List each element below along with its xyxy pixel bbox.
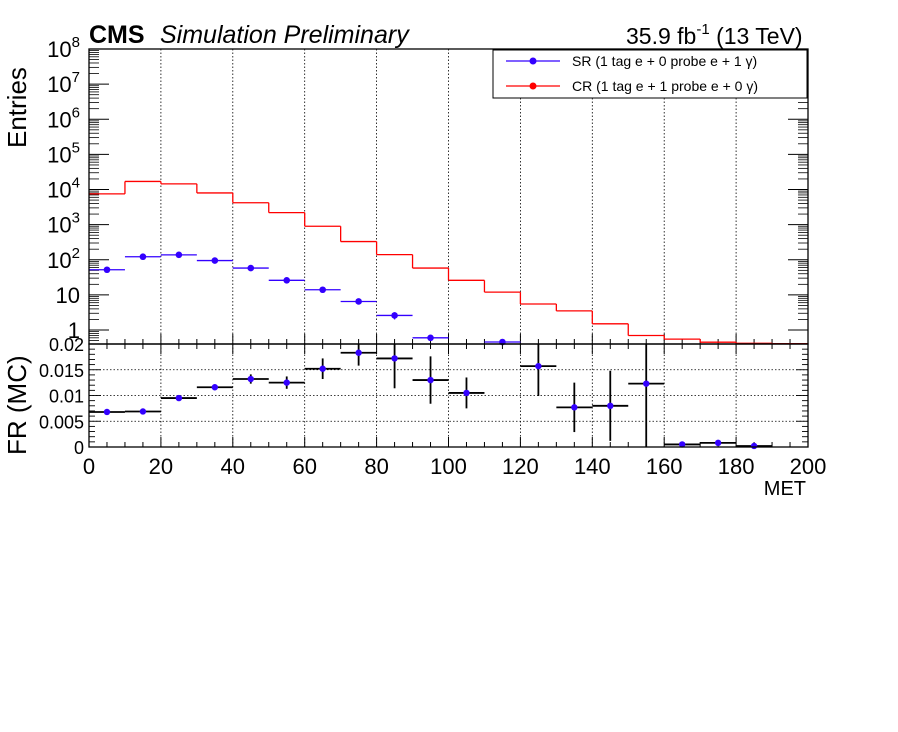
sr-point xyxy=(211,257,219,264)
lumi-label: 35.9 fb-1 (13 TeV) xyxy=(626,21,803,49)
ratio-point xyxy=(175,394,183,402)
lower-y-tick-label: 0.005 xyxy=(39,412,84,432)
upper-y-tick-label: 107 xyxy=(47,69,80,97)
legend-cr-marker xyxy=(529,82,537,90)
ratio-point xyxy=(283,379,290,386)
upper-y-tick-labels: 1 10 102 103 104 105 106 107 108 xyxy=(47,34,80,343)
lower-y-tick-label: 0.015 xyxy=(39,361,84,381)
sr-point xyxy=(139,253,147,261)
ratio-point xyxy=(211,384,219,391)
ratio-point xyxy=(714,439,722,447)
x-axis-title: MET xyxy=(764,478,806,500)
x-tick-label: 0 xyxy=(83,454,95,479)
upper-y-axis-title: Entries xyxy=(2,67,32,148)
ratio-point xyxy=(247,375,254,383)
legend-sr-marker xyxy=(529,57,537,65)
upper-y-tick-label: 104 xyxy=(47,175,80,203)
sr-point xyxy=(283,277,291,284)
x-tick-label: 60 xyxy=(292,454,316,479)
lower-y-tick-labels: 0 0.005 0.01 0.015 0.02 xyxy=(39,335,84,458)
upper-y-tick-label: 1 xyxy=(68,318,80,343)
sr-point xyxy=(103,266,111,274)
sr-point xyxy=(355,298,362,305)
lower-grid xyxy=(89,344,808,447)
ratio-point xyxy=(678,441,686,448)
lower-y-tick-label: 0.01 xyxy=(49,387,84,407)
upper-y-tick-label: 102 xyxy=(47,245,80,273)
lower-frame xyxy=(88,343,809,448)
lower-y-tick-label: 0.02 xyxy=(49,335,84,355)
ratio-point xyxy=(643,380,650,387)
lower-y-tick-label: 0 xyxy=(74,438,84,458)
sr-point xyxy=(319,286,326,294)
experiment-label: CMS xyxy=(89,21,145,49)
ratio-point xyxy=(607,402,614,409)
sr-point xyxy=(427,334,434,342)
x-tick-label: 80 xyxy=(364,454,388,479)
sr-point xyxy=(175,251,183,259)
ratio-point xyxy=(391,355,398,362)
upper-y-tick-label: 105 xyxy=(47,139,80,167)
x-tick-labels: 0 20 40 60 80 100 120 140 160 180 200 xyxy=(83,454,826,479)
legend: SR (1 tag e + 0 probe e + 1 γ) CR (1 tag… xyxy=(492,49,808,99)
x-tick-label: 200 xyxy=(790,454,827,479)
x-tick-label: 160 xyxy=(646,454,683,479)
lower-panel: 0 0.005 0.01 0.015 0.02 0 20 40 60 80 100 120 140 16… xyxy=(2,335,826,500)
upper-y-tick-label: 103 xyxy=(47,210,80,238)
legend-box xyxy=(492,49,808,99)
ratio-point xyxy=(571,404,578,411)
sr-point xyxy=(247,264,255,272)
sr-point xyxy=(391,312,398,319)
ratio-point xyxy=(319,365,326,372)
lower-y-axis-title: FR (MC) xyxy=(2,355,32,455)
legend-sr-label: SR (1 tag e + 0 probe e + 1 γ) xyxy=(572,53,757,69)
x-tick-label: 20 xyxy=(149,454,173,479)
upper-y-tick-label: 108 xyxy=(47,34,80,62)
x-tick-label: 180 xyxy=(718,454,755,479)
ratio-point xyxy=(103,408,111,416)
upper-y-tick-label: 10 xyxy=(56,283,80,308)
upper-y-tick-label: 106 xyxy=(47,104,80,132)
ratio-point xyxy=(427,376,434,384)
x-tick-label: 120 xyxy=(502,454,539,479)
x-tick-label: 100 xyxy=(430,454,467,479)
ratio-point xyxy=(750,442,758,450)
x-tick-label: 40 xyxy=(221,454,245,479)
x-tick-label: 140 xyxy=(574,454,611,479)
ratio-series xyxy=(89,344,773,450)
ratio-point xyxy=(355,349,362,356)
legend-cr-label: CR (1 tag e + 1 probe e + 0 γ) xyxy=(572,78,758,94)
sr-series xyxy=(89,251,521,346)
status-label: Simulation Preliminary xyxy=(160,21,410,49)
ratio-point xyxy=(139,408,147,415)
ratio-point xyxy=(535,362,542,370)
ratio-point xyxy=(463,389,470,397)
